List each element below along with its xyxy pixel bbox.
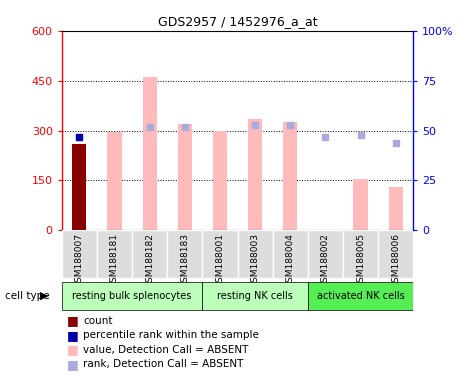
FancyBboxPatch shape [273, 230, 308, 278]
Text: ■: ■ [66, 314, 78, 327]
Text: resting NK cells: resting NK cells [217, 291, 293, 301]
Text: cell type: cell type [5, 291, 49, 301]
Text: GSM188005: GSM188005 [356, 233, 365, 288]
Bar [353, 179, 368, 230]
Text: GSM188181: GSM188181 [110, 233, 119, 288]
Text: GSM188182: GSM188182 [145, 233, 154, 288]
Text: ■: ■ [66, 358, 78, 371]
Text: rank, Detection Call = ABSENT: rank, Detection Call = ABSENT [83, 359, 244, 369]
FancyBboxPatch shape [167, 230, 202, 278]
Text: GSM188006: GSM188006 [391, 233, 400, 288]
Bar [72, 144, 86, 230]
Bar [142, 77, 157, 230]
Bar [283, 122, 297, 230]
FancyBboxPatch shape [343, 230, 378, 278]
Text: ■: ■ [66, 329, 78, 342]
Text: GSM188183: GSM188183 [180, 233, 189, 288]
Text: GSM188004: GSM188004 [286, 233, 294, 288]
Text: GSM188001: GSM188001 [216, 233, 224, 288]
FancyBboxPatch shape [97, 230, 132, 278]
FancyBboxPatch shape [62, 282, 202, 310]
Text: GSM188002: GSM188002 [321, 233, 330, 288]
FancyBboxPatch shape [308, 282, 413, 310]
Text: value, Detection Call = ABSENT: value, Detection Call = ABSENT [83, 345, 248, 355]
Title: GDS2957 / 1452976_a_at: GDS2957 / 1452976_a_at [158, 15, 317, 28]
FancyBboxPatch shape [202, 230, 238, 278]
FancyBboxPatch shape [202, 282, 308, 310]
Text: resting bulk splenocytes: resting bulk splenocytes [72, 291, 192, 301]
Text: ■: ■ [66, 343, 78, 356]
Bar [213, 131, 227, 230]
FancyBboxPatch shape [378, 230, 413, 278]
Text: percentile rank within the sample: percentile rank within the sample [83, 330, 259, 340]
Bar [178, 124, 192, 230]
FancyBboxPatch shape [238, 230, 273, 278]
FancyBboxPatch shape [308, 230, 343, 278]
Bar [389, 187, 403, 230]
FancyBboxPatch shape [132, 230, 167, 278]
Text: count: count [83, 316, 113, 326]
Text: GSM188007: GSM188007 [75, 233, 84, 288]
Bar [107, 132, 122, 230]
Text: ▶: ▶ [40, 291, 49, 301]
FancyBboxPatch shape [62, 230, 97, 278]
Bar [248, 119, 262, 230]
Text: activated NK cells: activated NK cells [317, 291, 404, 301]
Text: GSM188003: GSM188003 [251, 233, 259, 288]
